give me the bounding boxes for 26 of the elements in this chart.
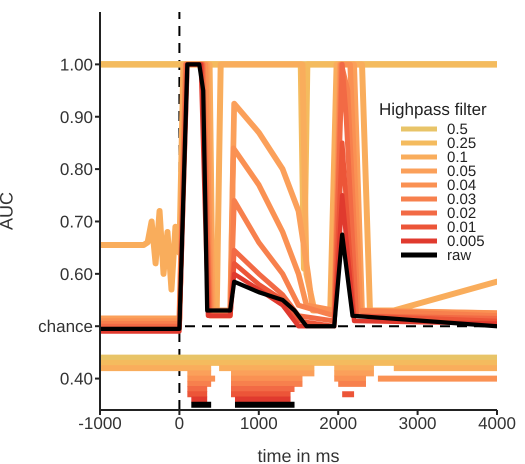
y-tick-label: 0.40 <box>60 370 93 389</box>
x-tick-label: 2000 <box>319 414 358 434</box>
y-tick-label: 0.90 <box>60 108 93 127</box>
y-tick-label: 0.60 <box>60 264 93 284</box>
x-tick-label: -1000 <box>78 414 122 434</box>
legend-label: 0.005 <box>447 232 485 250</box>
x-tick-label: 4000 <box>478 414 516 434</box>
legend-label: 0.1 <box>447 148 468 166</box>
legend-label: 0.04 <box>447 176 476 194</box>
legend-label: 0.01 <box>447 218 476 236</box>
x-axis-title: time in ms <box>257 446 340 464</box>
legend-label: 0.03 <box>447 190 476 208</box>
legend-title: Highpass filter <box>379 100 488 120</box>
legend-label: 0.02 <box>447 204 476 222</box>
legend-label: 0.25 <box>447 134 476 152</box>
y-tick-label: 1.00 <box>60 55 93 74</box>
y-tick-label: 0.80 <box>60 160 93 180</box>
y-tick-label: chance <box>38 317 93 336</box>
y-axis-title: AUC <box>0 192 16 230</box>
legend-label: 0.5 <box>447 120 468 138</box>
y-tick-label: 0.70 <box>60 212 93 232</box>
x-tick-label: 0 <box>174 414 184 434</box>
x-tick-label: 1000 <box>240 414 278 434</box>
legend-label: 0.05 <box>447 162 476 180</box>
legend-label: raw <box>447 246 472 264</box>
x-tick-label: 3000 <box>398 414 437 434</box>
